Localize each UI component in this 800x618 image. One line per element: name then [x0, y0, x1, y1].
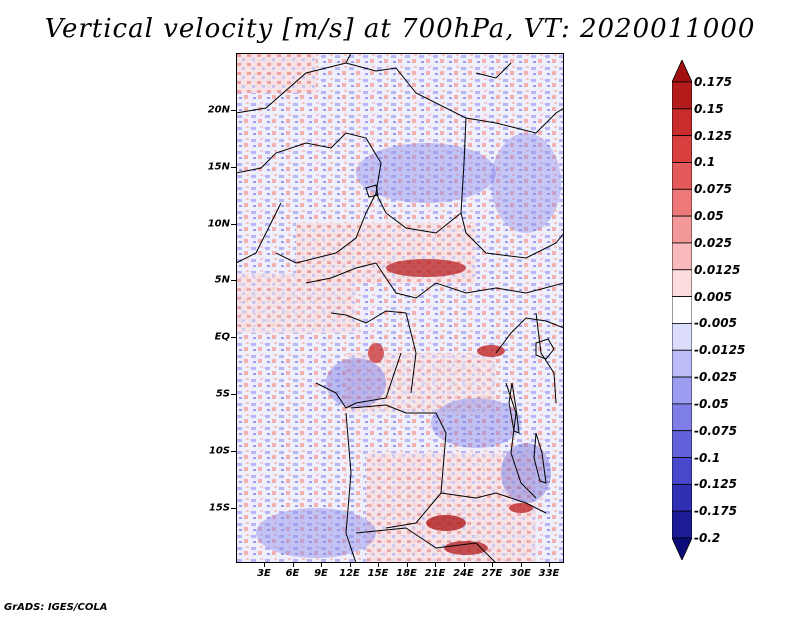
- lake-chad: [365, 184, 379, 198]
- latitude-tick: [231, 110, 236, 111]
- map-region-warm: [236, 273, 356, 333]
- longitude-tick: [406, 563, 408, 567]
- colorbar-label: -0.05: [694, 396, 729, 411]
- colorbar-segment: [672, 188, 692, 217]
- colorbar-label: -0.0125: [694, 343, 746, 358]
- colorbar-segment: [672, 60, 692, 83]
- colorbar-segment: [672, 269, 692, 297]
- latitude-tick: [231, 223, 236, 225]
- map-patch-subsidence: [431, 398, 521, 448]
- latitude-label: 10S: [208, 445, 230, 457]
- longitude-tick: [520, 563, 522, 567]
- map-patch-strong-uplift: [386, 259, 466, 277]
- longitude-label: 9E: [314, 568, 328, 579]
- colorbar-label: -0.125: [694, 477, 737, 492]
- longitude-tick: [349, 563, 351, 567]
- lake-malawi: [533, 432, 547, 484]
- colorbar-segment: [672, 215, 692, 244]
- latitude-tick: [231, 394, 236, 395]
- latitude-tick: [231, 280, 236, 282]
- chart-title: Vertical velocity [m/s] at 700hPa, VT: 2…: [44, 14, 756, 44]
- colorbar-label: 0.025: [694, 235, 732, 250]
- colorbar-label: -0.175: [694, 504, 737, 519]
- colorbar-label: 0.125: [694, 128, 732, 143]
- longitude-tick: [435, 563, 436, 567]
- map-patch-subsidence: [326, 358, 386, 408]
- colorbar: [672, 60, 692, 560]
- longitude-label: 27E: [481, 568, 503, 579]
- colorbar-label: 0.075: [694, 182, 732, 197]
- longitude-tick: [492, 563, 493, 567]
- colorbar-label: 0.05: [694, 209, 724, 224]
- colorbar-segment: [672, 108, 692, 137]
- lake-victoria: [535, 338, 555, 360]
- colorbar-label: -0.025: [694, 370, 737, 385]
- latitude-label: 5S: [215, 388, 230, 400]
- longitude-tick: [549, 563, 550, 567]
- longitude-label: 6E: [285, 568, 300, 579]
- velocity-map[interactable]: [236, 53, 564, 563]
- map-frame: [236, 53, 564, 563]
- latitude-tick: [231, 450, 236, 452]
- map-patch-strong-uplift: [509, 503, 533, 513]
- colorbar-segment: [672, 162, 692, 190]
- colorbar-label: 0.15: [694, 101, 724, 116]
- latitude-tick: [231, 507, 236, 509]
- colorbar-label: 0.1: [694, 155, 716, 170]
- map-patch-subsidence: [256, 508, 376, 558]
- longitude-label: 18E: [396, 568, 417, 579]
- longitude-label: 3E: [257, 568, 271, 579]
- colorbar-segment: [672, 323, 692, 351]
- map-patch-strong-uplift: [477, 345, 505, 357]
- longitude-label: 24E: [453, 568, 474, 579]
- country-borders: [236, 53, 564, 563]
- longitude-tick: [321, 563, 322, 567]
- longitude-label: 15E: [367, 568, 389, 579]
- longitude-label: 12E: [339, 568, 360, 579]
- colorbar-segment: [672, 510, 692, 539]
- longitude-tick: [378, 563, 379, 567]
- map-patch-subsidence: [491, 133, 561, 233]
- colorbar-segment: [672, 430, 692, 458]
- longitude-tick: [463, 563, 465, 567]
- map-patch-strong-uplift: [426, 515, 466, 531]
- latitude-label: 20N: [207, 104, 230, 116]
- latitude-label: 15S: [208, 502, 230, 514]
- colorbar-segment: [672, 537, 692, 560]
- map-region-warm: [346, 353, 496, 413]
- colorbar-segment: [672, 349, 692, 378]
- colorbar-segment: [672, 81, 692, 110]
- colorbar-label: -0.2: [694, 531, 721, 545]
- colorbar-segment: [672, 483, 692, 512]
- grads-credit: GrADS: IGES/COLA: [4, 602, 108, 613]
- longitude-tick: [264, 563, 265, 567]
- map-patch-subsidence: [356, 143, 496, 203]
- longitude-label: 21E: [424, 568, 446, 579]
- colorbar-segment: [672, 457, 692, 485]
- colorbar-segment: [672, 135, 692, 163]
- lake-tanganyika: [508, 382, 520, 434]
- colorbar-segment: [672, 296, 692, 324]
- colorbar-segment: [672, 376, 692, 405]
- latitude-label: EQ: [214, 331, 230, 343]
- latitude-label: 10N: [207, 218, 230, 230]
- colorbar-label: 0.175: [694, 75, 732, 89]
- latitude-tick: [231, 337, 236, 339]
- latitude-label: 15N: [207, 161, 230, 173]
- latitude-tick: [231, 166, 236, 168]
- colorbar-label: -0.1: [694, 450, 721, 465]
- colorbar-label: 0.005: [694, 289, 732, 304]
- map-patch-strong-uplift: [368, 343, 384, 363]
- latitude-label: 5N: [214, 274, 230, 286]
- colorbar-label: -0.005: [694, 316, 737, 331]
- map-region-warm: [236, 53, 316, 93]
- colorbar-segment: [672, 403, 692, 432]
- colorbar-segment: [672, 242, 692, 271]
- longitude-label: 33E: [538, 568, 560, 579]
- map-patch-subsidence: [501, 443, 551, 503]
- colorbar-label: 0.0125: [694, 262, 741, 277]
- longitude-tick: [292, 563, 294, 567]
- colorbar-label: -0.075: [694, 423, 737, 438]
- longitude-label: 30E: [510, 568, 531, 579]
